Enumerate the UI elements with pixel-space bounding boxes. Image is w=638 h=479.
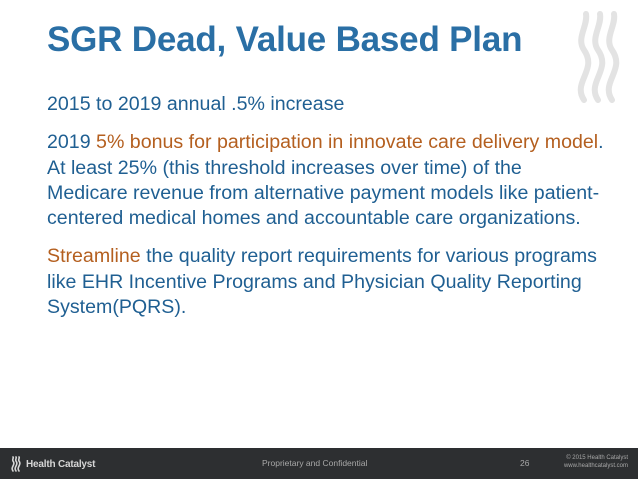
footer-copyright-block: © 2015 Health Catalyst www.healthcatalys…: [564, 454, 628, 470]
website-text: www.healthcatalyst.com: [563, 463, 628, 469]
streamline-highlight: Streamline: [47, 245, 141, 268]
slide-title: SGR Dead, Value Based Plan: [47, 20, 523, 59]
copyright-text: © 2015 Health Catalyst: [566, 455, 628, 461]
annual-increase-text: 2015 to 2019 annual .5% increase: [47, 93, 345, 115]
page-number: 26: [520, 458, 530, 468]
body-text: 2015 to 2019 annual .5% increase 2019 5%…: [47, 92, 607, 333]
streamline-rest: the quality report requirements for vari…: [47, 245, 597, 319]
flame-icon: [577, 11, 620, 103]
paragraph-streamline: Streamline the quality report requiremen…: [47, 244, 607, 320]
footer-logo-text: Health Catalyst: [26, 458, 96, 470]
paragraph-bonus: 2019 5% bonus for participation in innov…: [47, 130, 607, 231]
flame-icon: [11, 456, 21, 472]
footer-logo: Health Catalyst: [10, 456, 95, 472]
bonus-lead: 2019: [47, 131, 97, 154]
footer-confidential: Proprietary and Confidential: [262, 458, 368, 468]
bonus-highlight: 5% bonus for participation in innovate c…: [96, 131, 599, 154]
bonus-rest: . At least 25% (this threshold increases…: [47, 131, 604, 230]
footer-bar: Health Catalyst Proprietary and Confiden…: [0, 448, 638, 479]
paragraph-annual-increase: 2015 to 2019 annual .5% increase: [47, 92, 607, 117]
